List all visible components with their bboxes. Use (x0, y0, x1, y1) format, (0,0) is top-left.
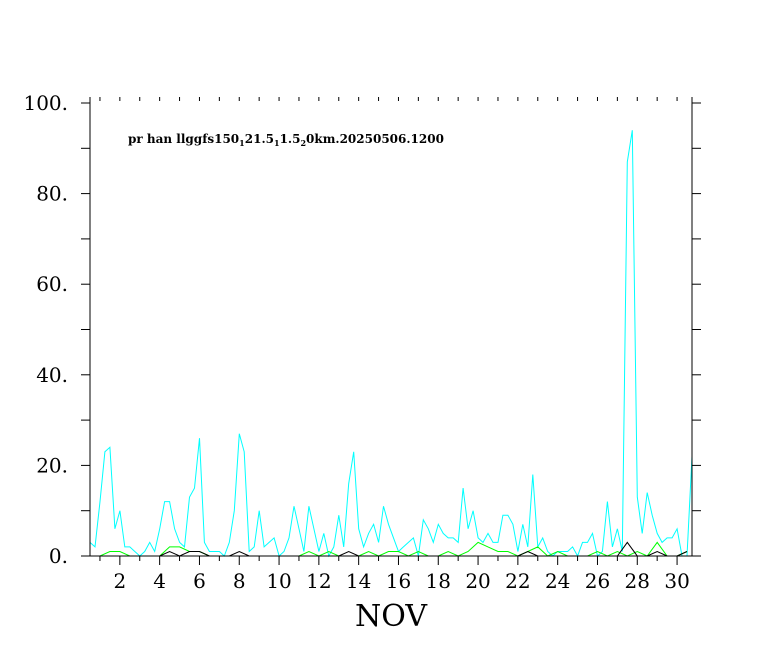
title-subscript: 1 (239, 138, 245, 148)
x-tick-label: 18 (426, 569, 451, 593)
x-tick-label: 30 (664, 569, 689, 593)
x-tick-label: 24 (545, 569, 570, 593)
x-tick-label: 6 (193, 569, 206, 593)
x-tick-label: 14 (346, 569, 371, 593)
x-tick-label: 22 (505, 569, 530, 593)
series-layer (89, 130, 693, 558)
title-part: 21.5 (245, 132, 274, 146)
x-tick-label: 26 (585, 569, 610, 593)
y-tick-label: 100. (23, 91, 68, 115)
axes-layer (81, 97, 701, 565)
title-part: 0km.20250506.1200 (306, 132, 444, 146)
x-tick-label: 8 (233, 569, 246, 593)
x-tick-label: 2 (113, 569, 126, 593)
x-tick-label: 4 (153, 569, 166, 593)
x-axis-label: NOV (355, 599, 428, 634)
y-tick-label: 40. (36, 363, 68, 387)
chart-title: pr han llggfs150121.511.520km.20250506.1… (128, 132, 444, 148)
x-tick-label: 16 (386, 569, 411, 593)
y-tick-label: 60. (36, 272, 68, 296)
y-tick-label: 0. (49, 544, 68, 568)
x-tick-label: 12 (306, 569, 331, 593)
series-line-1 (89, 130, 693, 558)
title-part: 1.5 (280, 132, 301, 146)
x-tick-label: 10 (266, 569, 291, 593)
x-tick-label: 28 (625, 569, 650, 593)
title-part: pr han llggfs150 (128, 132, 239, 146)
title-subscript: 1 (274, 138, 280, 148)
y-tick-label: 80. (36, 182, 68, 206)
y-tick-label: 20. (36, 453, 68, 477)
labels-layer: 0.20.40.60.80.100.2 4 6 8 10 12 14 16 18 20 22 24 26… (23, 91, 689, 634)
x-tick-label: 20 (465, 569, 490, 593)
title-subscript: 2 (300, 138, 306, 148)
